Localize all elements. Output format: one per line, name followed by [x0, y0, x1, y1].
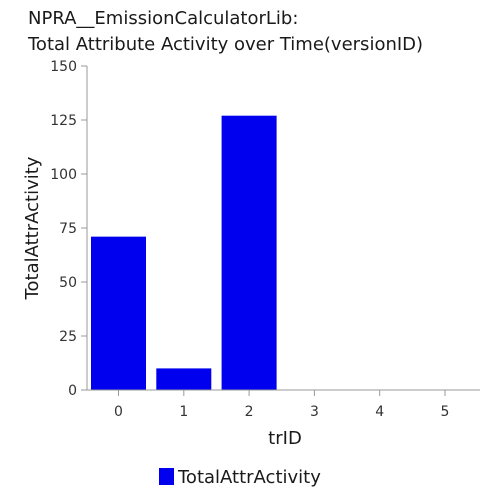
y-tick-label: 50 — [59, 275, 77, 291]
y-tick-label: 150 — [50, 59, 77, 75]
y-axis-title: TotalAttrActivity — [22, 156, 43, 300]
y-tick-label: 25 — [59, 329, 77, 345]
bar-2 — [221, 115, 277, 391]
plot-area — [91, 115, 277, 391]
legend-swatch — [159, 468, 174, 485]
y-tick-label: 75 — [59, 221, 77, 237]
x-tick-label: 5 — [441, 404, 450, 420]
x-tick-label: 0 — [114, 404, 123, 420]
chart-title-line-2: Total Attribute Activity over Time(versi… — [27, 34, 423, 55]
legend: TotalAttrActivity — [159, 467, 321, 488]
y-tick-label: 125 — [50, 113, 77, 129]
x-axis-ticks: 0 1 2 3 4 5 — [114, 390, 449, 420]
y-tick-label: 100 — [50, 167, 77, 183]
x-tick-label: 2 — [245, 404, 254, 420]
legend-label: TotalAttrActivity — [177, 467, 321, 488]
x-tick-label: 4 — [375, 404, 384, 420]
x-tick-label: 1 — [179, 404, 188, 420]
x-axis-title: trID — [268, 428, 302, 449]
x-tick-label: 3 — [310, 404, 319, 420]
bar-1 — [156, 368, 212, 390]
chart-title-line-1: NPRA__EmissionCalculatorLib: — [28, 8, 298, 29]
y-tick-label: 0 — [68, 383, 77, 399]
y-axis-ticks: 0 25 50 75 100 125 150 — [50, 59, 87, 399]
bar-0 — [91, 236, 146, 390]
